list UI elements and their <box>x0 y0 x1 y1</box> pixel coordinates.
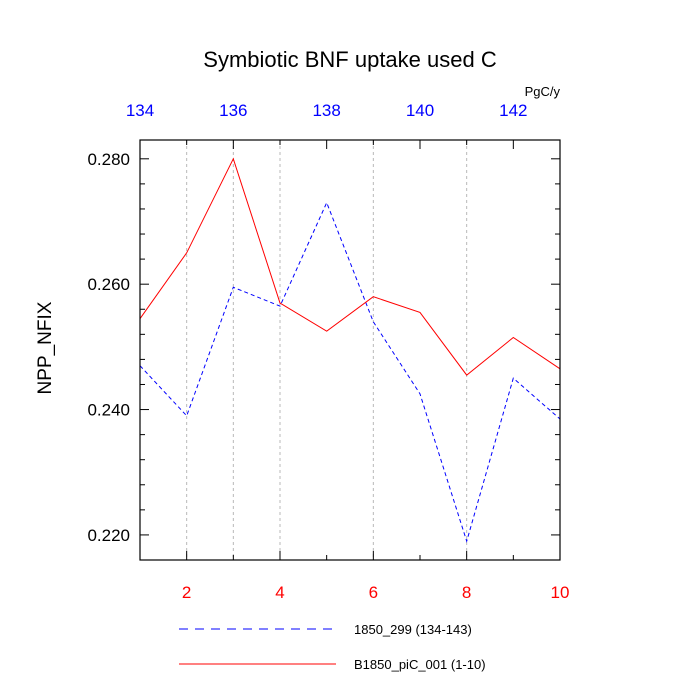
y-tick-label: 0.220 <box>87 526 130 545</box>
legend: 1850_299 (134-143) B1850_piC_001 (1-10) <box>179 622 486 672</box>
chart-title: Symbiotic BNF uptake used C <box>203 47 497 72</box>
x-bottom-tick-label: 4 <box>275 583 284 602</box>
units-label: PgC/y <box>525 84 561 99</box>
y-tick-label: 0.280 <box>87 150 130 169</box>
legend-label-1: 1850_299 (134-143) <box>354 622 472 637</box>
x-top-tick-label: 136 <box>219 101 247 120</box>
x-top-tick-label: 142 <box>499 101 527 120</box>
x-bottom-tick-label: 2 <box>182 583 191 602</box>
plot-frame <box>139 139 561 561</box>
y-axis-label: NPP_NFIX <box>35 301 56 394</box>
x-top-tick-label: 134 <box>126 101 154 120</box>
y-tick-label: 0.260 <box>87 275 130 294</box>
y-tick-label: 0.240 <box>87 401 130 420</box>
x-bottom-tick-label: 6 <box>369 583 378 602</box>
grid-lines <box>186 140 468 560</box>
series-line-2 <box>139 157 561 376</box>
x-bottom-tick-label: 10 <box>551 583 570 602</box>
x-top-tick-label: 138 <box>312 101 340 120</box>
x-top-tick-label: 140 <box>406 101 434 120</box>
plot-area <box>139 157 561 543</box>
axis-ticks: 0.220 0.240 0.260 0.280 2 4 6 8 10 134 136 138 140 14… <box>87 101 569 602</box>
legend-label-2: B1850_piC_001 (1-10) <box>354 657 486 672</box>
series-line-1 <box>139 201 561 543</box>
x-bottom-tick-label: 8 <box>462 583 471 602</box>
